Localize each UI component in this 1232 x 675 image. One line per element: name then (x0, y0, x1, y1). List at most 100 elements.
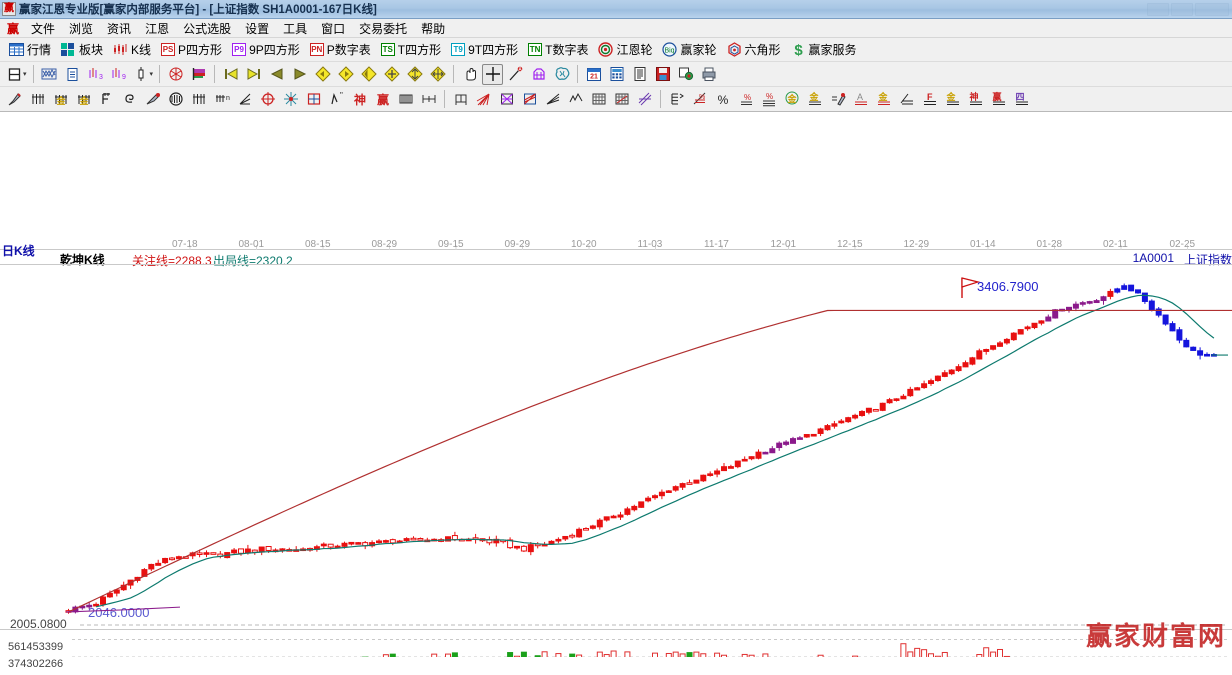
layout-dropdown-caret-icon[interactable]: ▾ (23, 71, 27, 78)
calendar-icon[interactable]: 21 (583, 64, 604, 85)
box-diagonal-icon[interactable] (496, 89, 517, 110)
fit-all-icon[interactable] (427, 64, 448, 85)
nav-next-icon[interactable] (289, 64, 310, 85)
candle-dropdown-caret-icon[interactable]: ▾ (149, 71, 154, 78)
shen-label-icon[interactable]: 神 (349, 89, 370, 110)
f-line-icon[interactable]: F (919, 89, 940, 110)
ying-label-icon[interactable]: 赢 (372, 89, 393, 110)
gold-ratio-icon[interactable]: 金 (873, 89, 894, 110)
comb-grid-icon[interactable] (395, 89, 416, 110)
close-button[interactable] (1195, 2, 1229, 16)
wave-mark-icon[interactable]: " (326, 89, 347, 110)
parallel-lines-icon[interactable] (634, 89, 655, 110)
print-icon[interactable] (698, 64, 719, 85)
trend-lines-icon[interactable] (542, 89, 563, 110)
zoom-in-icon[interactable] (358, 64, 379, 85)
toolbar-tn-table-button[interactable]: TN T数字表 (523, 40, 593, 59)
candle-single-icon[interactable] (131, 64, 152, 85)
angle-tool-icon[interactable] (234, 89, 255, 110)
n-squared-icon[interactable]: n² (211, 89, 232, 110)
menu-gann[interactable]: 江恩 (145, 21, 170, 36)
table-tool-icon[interactable] (450, 89, 471, 110)
zoom-right-icon[interactable] (335, 64, 356, 85)
toolbar-kline-button[interactable]: K线 (108, 40, 156, 59)
nav-prev-icon[interactable] (266, 64, 287, 85)
toolbar-winner-wheel-button[interactable]: Biq 赢家轮 (657, 40, 721, 59)
shen-line-icon[interactable]: 神 (965, 89, 986, 110)
brain-analysis-icon[interactable] (551, 64, 572, 85)
fib-fan-icon[interactable] (528, 64, 549, 85)
pen-draw-icon[interactable] (4, 89, 25, 110)
gold-circle-icon[interactable]: 金 (781, 89, 802, 110)
menu-tools[interactable]: 工具 (283, 21, 308, 36)
menu-trade-order[interactable]: 交易委托 (359, 21, 408, 36)
ladder-icon[interactable] (666, 89, 687, 110)
menu-file[interactable]: 文件 (31, 21, 56, 36)
network-analysis-icon[interactable] (165, 64, 186, 85)
menu-window[interactable]: 窗口 (321, 21, 346, 36)
toolbar-ps-square-button[interactable]: PS P四方形 (156, 40, 227, 59)
box-frame-icon[interactable] (303, 89, 324, 110)
draw-tool-icon[interactable]: A (505, 64, 526, 85)
measure-span-icon[interactable] (418, 89, 439, 110)
gann-grid-icon[interactable] (27, 89, 48, 110)
circle-scale-icon[interactable] (165, 89, 186, 110)
pen-red-icon[interactable] (827, 89, 848, 110)
toolbar-quotes-button[interactable]: 行情 (4, 40, 56, 59)
hand-pan-icon[interactable] (459, 64, 480, 85)
clipboard-icon[interactable] (62, 64, 83, 85)
gold-fan-icon[interactable]: 金 (942, 89, 963, 110)
grid-dense-icon[interactable] (588, 89, 609, 110)
gold-gann-1-icon[interactable]: 金 (50, 89, 71, 110)
grid-lines-icon[interactable] (188, 89, 209, 110)
zigzag-icon[interactable] (565, 89, 586, 110)
target-cross-icon[interactable] (257, 89, 278, 110)
ying-line-icon[interactable]: 赢 (988, 89, 1009, 110)
percent-rows-icon[interactable]: % (758, 89, 779, 110)
toolbar-ts-square-button[interactable]: TS T四方形 (376, 40, 446, 59)
crosshair-icon[interactable] (482, 63, 504, 85)
save-icon[interactable] (652, 64, 673, 85)
toolbar-sector-button[interactable]: 板块 (56, 40, 108, 59)
a-line-icon[interactable]: A (850, 89, 871, 110)
star-burst-icon[interactable] (280, 89, 301, 110)
percent-symbol-icon[interactable]: % (712, 89, 733, 110)
angle-line-icon[interactable] (896, 89, 917, 110)
indicator-9-icon[interactable]: 9 (108, 64, 129, 85)
si-line-icon[interactable]: 四 (1011, 89, 1032, 110)
menu-formula-stock-pick[interactable]: 公式选股 (183, 21, 232, 36)
minimize-button[interactable] (1147, 2, 1169, 16)
nav-last-icon[interactable] (243, 64, 264, 85)
net-lines-icon[interactable] (519, 89, 540, 110)
pen-angle-icon[interactable] (142, 89, 163, 110)
nav-first-icon[interactable] (220, 64, 241, 85)
toolbar-winner-service-button[interactable]: $ 赢家服务 (786, 40, 862, 59)
toolbar-hexagon-button[interactable]: 六角形 (722, 40, 786, 59)
fan-lines-icon[interactable] (473, 89, 494, 110)
layout-split-icon[interactable] (4, 64, 25, 85)
calculator-icon[interactable] (606, 64, 627, 85)
color-flag-icon[interactable] (188, 64, 209, 85)
toolbar-t9-square-button[interactable]: T9 9T四方形 (446, 40, 523, 59)
multi-chart-icon[interactable] (39, 64, 60, 85)
f-scale-icon[interactable] (96, 89, 117, 110)
toolbar-p9-square-button[interactable]: P9 9P四方形 (227, 40, 305, 59)
menu-news[interactable]: 资讯 (107, 21, 132, 36)
grid-arrow-icon[interactable] (611, 89, 632, 110)
print-preview-icon[interactable] (675, 64, 696, 85)
percent-line-icon[interactable]: % (689, 89, 710, 110)
toolbar-gann-wheel-button[interactable]: 江恩轮 (593, 40, 657, 59)
chart-canvas[interactable]: 日K线 乾坤K线 关注线=2288.3 出局线=2320.2 1A0001 上证… (0, 112, 1232, 670)
menu-settings[interactable]: 设置 (245, 21, 270, 36)
zoom-out-icon[interactable] (381, 64, 402, 85)
fit-vertical-icon[interactable] (404, 64, 425, 85)
gold-line-icon[interactable]: 金 (804, 89, 825, 110)
percent-scale-icon[interactable]: % (735, 89, 756, 110)
gold-gann-2-icon[interactable]: 金 (73, 89, 94, 110)
report-icon[interactable] (629, 64, 650, 85)
spiral-icon[interactable] (119, 89, 140, 110)
menu-browse[interactable]: 浏览 (69, 21, 94, 36)
maximize-button[interactable] (1171, 2, 1193, 16)
menu-help[interactable]: 帮助 (421, 21, 446, 36)
zoom-left-icon[interactable] (312, 64, 333, 85)
